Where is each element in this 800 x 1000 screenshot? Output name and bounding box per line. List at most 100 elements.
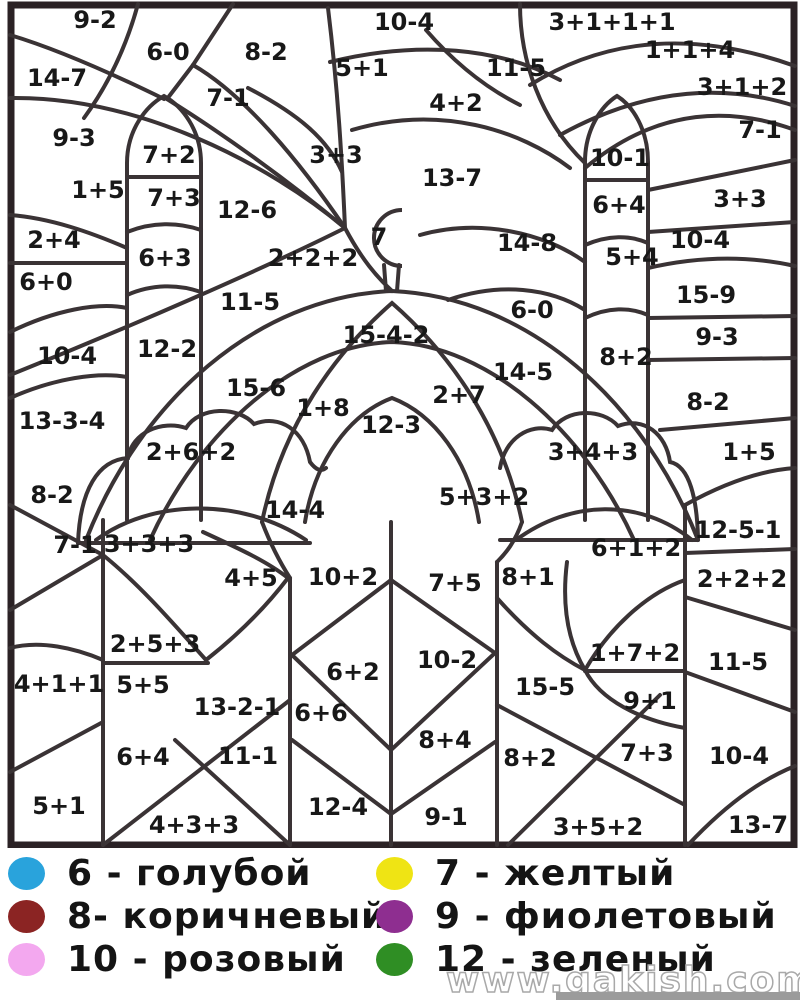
math-expression-label: 3+1+1+1 <box>548 8 676 36</box>
math-expression-label: 14-7 <box>26 64 88 92</box>
legend-column-right: 7 - желтый 9 - фиолетовый 12 - зеленый <box>376 852 777 981</box>
legend-label: 7 - желтый <box>435 853 676 894</box>
crescent-moon-icon <box>372 208 403 268</box>
legend-label: 8- коричневый <box>67 896 388 937</box>
math-expression-label: 12-2 <box>136 335 198 363</box>
math-expression-label: 2+7 <box>432 381 486 409</box>
math-expression-label: 12-3 <box>360 411 422 439</box>
math-expression-label: 2+2+2 <box>696 565 788 593</box>
math-expression-label: 2+6+2 <box>145 438 237 466</box>
math-expression-label: 4+2 <box>429 89 483 117</box>
math-expression-label: 8+1 <box>501 563 555 591</box>
math-expression-label: 1+8 <box>296 394 350 422</box>
math-expression-label: 8+2 <box>599 343 653 371</box>
legend-item: 6 - голубой <box>8 852 387 895</box>
math-expression-label: 1+5 <box>722 438 776 466</box>
math-expression-label: 7-1 <box>53 531 97 559</box>
math-expression-label: 1+5 <box>71 176 125 204</box>
mosque-line-art <box>7 1 798 848</box>
math-expression-label: 5+4 <box>605 243 659 271</box>
math-expression-label: 11-5 <box>485 54 547 82</box>
math-expression-label: 15-4-2 <box>342 321 430 349</box>
math-expression-label: 7+3 <box>147 184 201 212</box>
math-expression-label: 5+1 <box>32 792 86 820</box>
math-expression-label: 10-4 <box>708 742 770 770</box>
math-expression-label: 6+3 <box>138 244 192 272</box>
math-expression-label: 12-5-1 <box>694 516 782 544</box>
math-expression-label: 3+1+2 <box>696 73 788 101</box>
color-legend: 6 - голубой 8- коричневый 10 - розовый 7 -… <box>0 852 800 1000</box>
math-expression-label: 9-3 <box>52 124 96 152</box>
math-expression-label: 13-3-4 <box>18 407 106 435</box>
legend-column-left: 6 - голубой 8- коричневый 10 - розовый <box>8 852 387 981</box>
math-expression-label: 5+5 <box>116 671 170 699</box>
math-expression-label: 14-8 <box>496 229 558 257</box>
coloring-picture: 9-2 10-4 3+1+1+1 6-0 8-2 5+1 11-5 1+1+4 14-7 7-1 4… <box>7 1 798 848</box>
brown-dot-icon <box>8 900 45 933</box>
legend-item: 7 - желтый <box>376 852 777 895</box>
math-expression-label: 5+1 <box>335 54 389 82</box>
math-expression-label: 6+2 <box>326 658 380 686</box>
math-expression-label: 7-1 <box>206 84 250 112</box>
math-expression-label: 6+1+2 <box>590 534 682 562</box>
legend-item: 9 - фиолетовый <box>376 895 777 938</box>
math-expression-label: 3+4+3 <box>547 438 639 466</box>
math-expression-label: 11-5 <box>707 648 769 676</box>
math-expression-label: 13-7 <box>421 164 483 192</box>
pink-dot-icon <box>8 943 45 976</box>
math-expression-label: 1+1+4 <box>644 36 736 64</box>
math-expression-label: 6-0 <box>510 296 554 324</box>
math-expression-label: 7+2 <box>142 141 196 169</box>
math-expression-label: 12-4 <box>307 793 369 821</box>
math-expression-label: 11-1 <box>217 742 279 770</box>
math-expression-label: 9-3 <box>695 323 739 351</box>
math-expression-label: 8+4 <box>418 726 472 754</box>
math-expression-label: 13-2-1 <box>193 693 281 721</box>
scan-edge-bar <box>556 992 800 1000</box>
green-dot-icon <box>376 943 413 976</box>
math-expression-label: 14-4 <box>264 496 326 524</box>
legend-item: 8- коричневый <box>8 895 387 938</box>
math-expression-label: 10-1 <box>589 144 651 172</box>
math-expression-label: 6+4 <box>592 191 646 219</box>
violet-dot-icon <box>376 900 413 933</box>
math-expression-label: 10-4 <box>36 342 98 370</box>
yellow-dot-icon <box>376 857 413 890</box>
math-expression-label: 3+3 <box>713 185 767 213</box>
math-expression-label: 10-2 <box>416 646 478 674</box>
math-expression-label: 8-2 <box>686 388 730 416</box>
math-expression-label: 9+1 <box>623 687 677 715</box>
math-expression-label: 3+3+3 <box>103 530 195 558</box>
math-expression-label: 2+2+2 <box>267 244 359 272</box>
math-expression-label: 6+4 <box>116 743 170 771</box>
math-expression-label: 11-5 <box>219 288 281 316</box>
math-expression-label: 10+2 <box>307 563 379 591</box>
math-expression-label: 3+5+2 <box>552 813 644 841</box>
legend-label: 9 - фиолетовый <box>435 896 777 937</box>
math-expression-label: 7 <box>370 223 388 251</box>
math-expression-label: 6-0 <box>146 38 190 66</box>
math-expression-label: 15-6 <box>225 374 287 402</box>
math-expression-label: 13-7 <box>727 811 789 839</box>
math-expression-label: 8-2 <box>30 481 74 509</box>
math-expression-label: 3+3 <box>309 141 363 169</box>
math-expression-label: 4+1+1 <box>13 670 105 698</box>
legend-label: 12 - зеленый <box>435 939 716 980</box>
blue-dot-icon <box>8 857 45 890</box>
legend-item: 12 - зеленый <box>376 938 777 981</box>
math-expression-label: 8-2 <box>244 38 288 66</box>
math-expression-label: 6+0 <box>19 268 73 296</box>
math-expression-label: 9-1 <box>424 803 468 831</box>
math-expression-label: 10-4 <box>373 8 435 36</box>
math-expression-label: 15-5 <box>514 673 576 701</box>
legend-label: 10 - розовый <box>67 939 346 980</box>
math-expression-label: 7+3 <box>620 739 674 767</box>
picture-border <box>7 1 798 848</box>
math-expression-label: 12-6 <box>216 196 278 224</box>
expression-labels-layer: 9-2 10-4 3+1+1+1 6-0 8-2 5+1 11-5 1+1+4 14-7 7-1 4… <box>13 8 789 841</box>
math-expression-label: 5+3+2 <box>438 483 530 511</box>
math-expression-label: 8+2 <box>503 744 557 772</box>
math-expression-label: 4+5 <box>224 564 278 592</box>
math-expression-label: 1+7+2 <box>589 639 681 667</box>
